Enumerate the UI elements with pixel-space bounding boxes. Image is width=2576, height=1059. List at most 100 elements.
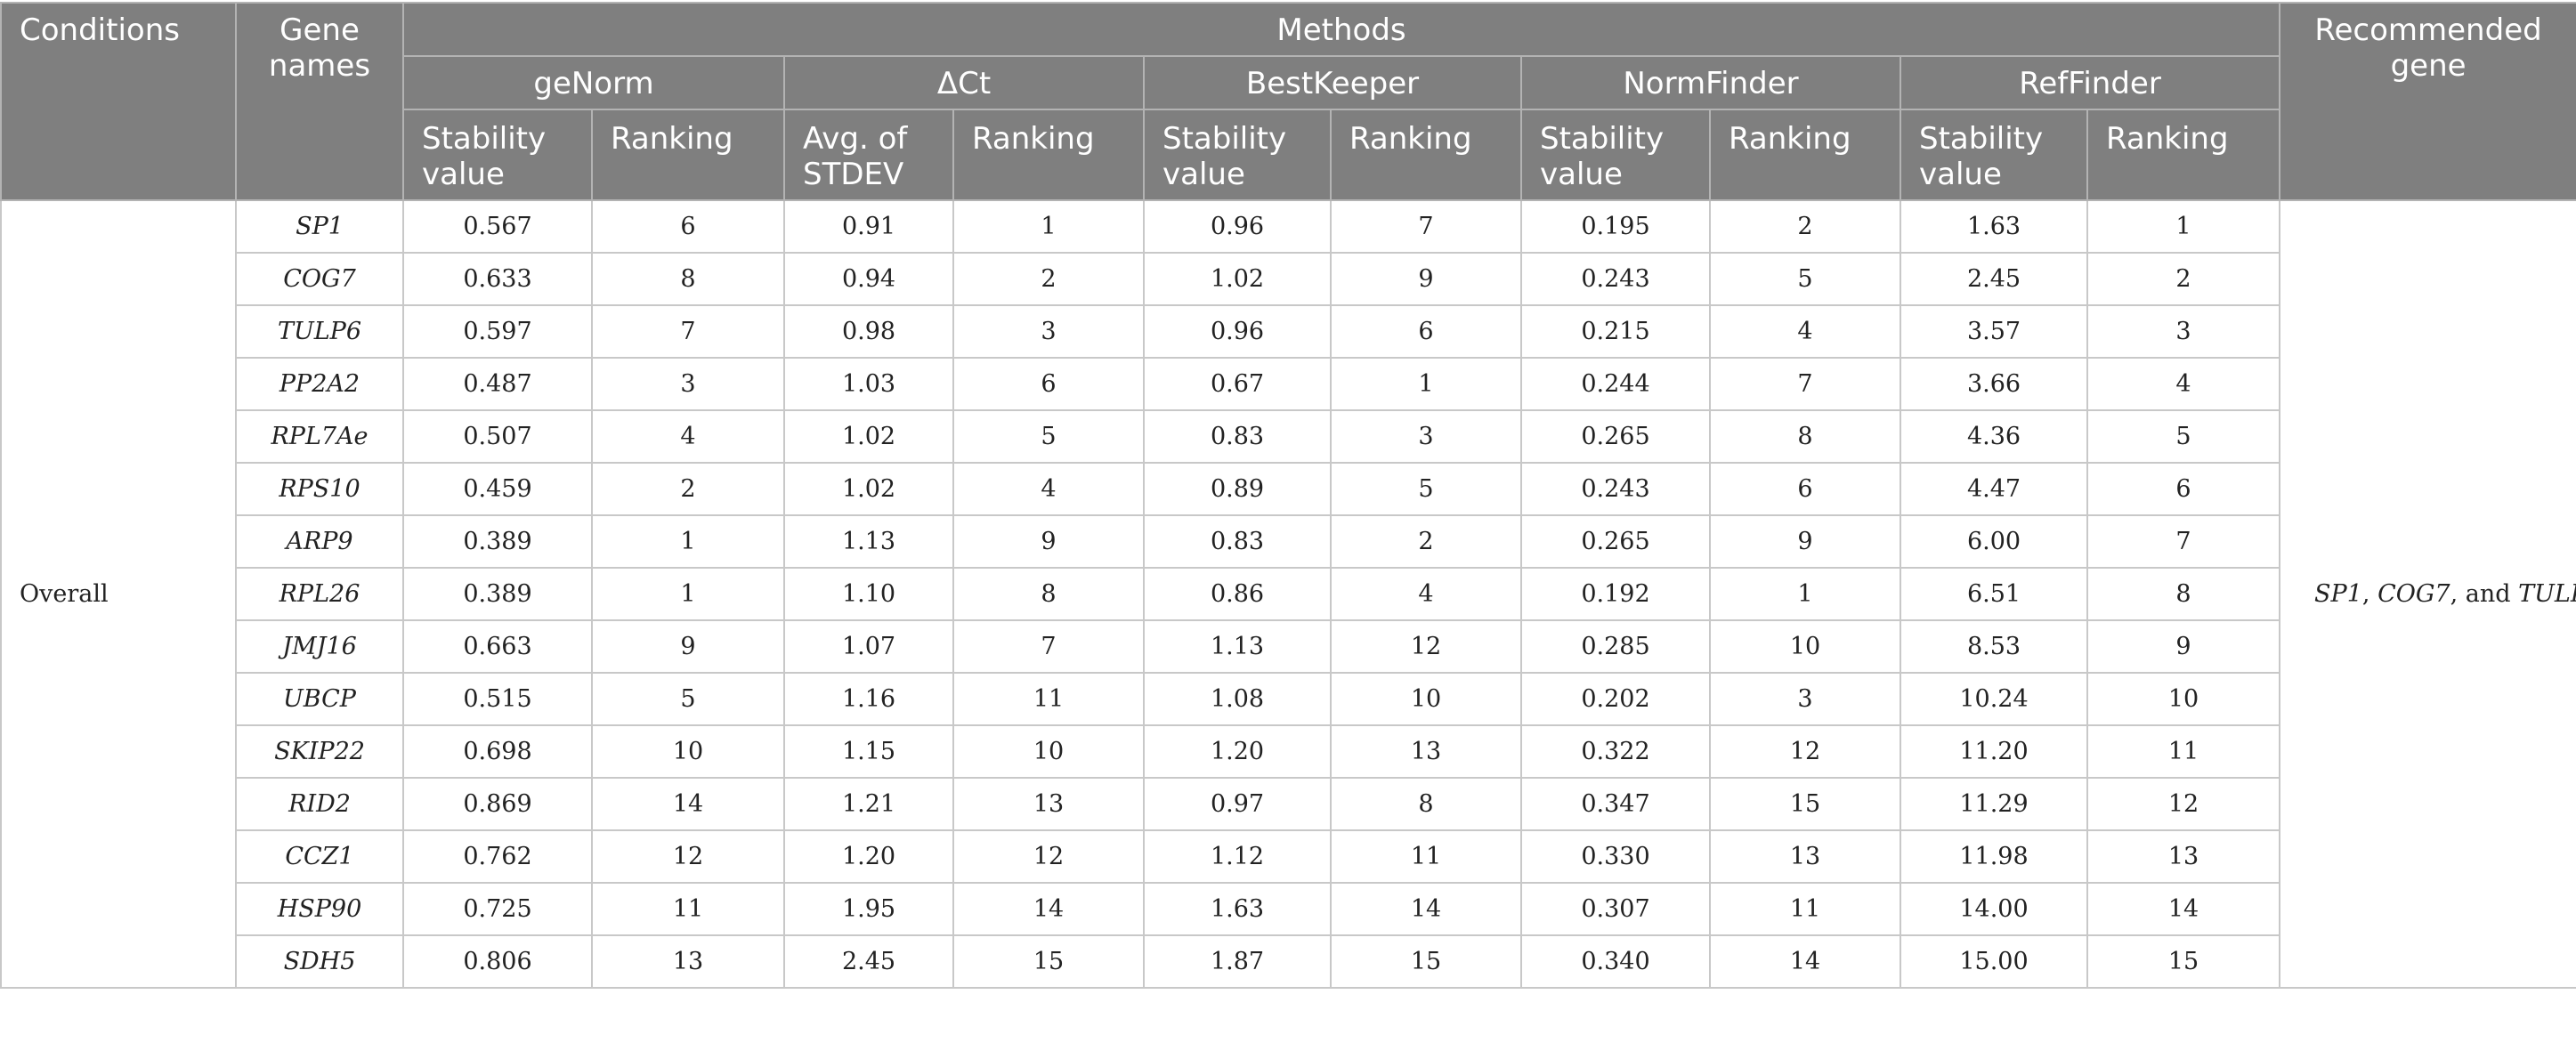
reffinder-ranking-cell: 1: [2086, 199, 2281, 254]
table-row: COG7 0.633 8 0.94 2 1.02 9 0.243 5 2.45 2: [1, 252, 2576, 306]
genorm-ranking-cell: 11: [591, 882, 785, 936]
table-header: Conditions Gene names Methods Recommende…: [0, 2, 2576, 201]
genorm-value-cell: 0.633: [402, 252, 593, 306]
gene-name-cell: HSP90: [235, 882, 404, 936]
gene-name-cell: JMJ16: [235, 619, 404, 674]
bestkeeper-ranking-cell: 12: [1330, 619, 1522, 674]
dct-ranking-cell: 10: [952, 724, 1145, 779]
normfinder-value-cell: 0.330: [1520, 829, 1711, 884]
normfinder-ranking-cell: 10: [1709, 619, 1901, 674]
bestkeeper-value-header: Stability value: [1143, 109, 1332, 201]
genorm-ranking-cell: 8: [591, 252, 785, 306]
normfinder-ranking-cell: 5: [1709, 252, 1901, 306]
dct-value-cell: 2.45: [783, 934, 954, 989]
dct-ranking-cell: 5: [952, 409, 1145, 464]
dct-value-cell: 1.16: [783, 672, 954, 726]
bestkeeper-ranking-cell: 6: [1330, 304, 1522, 359]
bestkeeper-value-cell: 1.08: [1143, 672, 1332, 726]
reffinder-value-cell: 6.51: [1900, 567, 2088, 621]
dct-value-cell: 1.03: [783, 357, 954, 411]
method-header-delta-ct: ΔCt: [783, 55, 1145, 110]
normfinder-value-cell: 0.307: [1520, 882, 1711, 936]
genorm-value-cell: 0.869: [402, 777, 593, 831]
reffinder-ranking-cell: 3: [2086, 304, 2281, 359]
genorm-value-cell: 0.663: [402, 619, 593, 674]
normfinder-value-cell: 0.195: [1520, 199, 1711, 254]
dct-ranking-cell: 2: [952, 252, 1145, 306]
normfinder-ranking-cell: 12: [1709, 724, 1901, 779]
gene-name-cell: RPL7Ae: [235, 409, 404, 464]
bestkeeper-value-cell: 0.89: [1143, 462, 1332, 516]
bestkeeper-ranking-cell: 4: [1330, 567, 1522, 621]
genorm-value-cell: 0.459: [402, 462, 593, 516]
reffinder-ranking-cell: 4: [2086, 357, 2281, 411]
normfinder-ranking-cell: 8: [1709, 409, 1901, 464]
reffinder-value-cell: 11.98: [1900, 829, 2088, 884]
gene-name-cell: TULP6: [235, 304, 404, 359]
bestkeeper-value-cell: 0.96: [1143, 304, 1332, 359]
recommended-gene-name: TULP6: [2518, 580, 2576, 608]
normfinder-ranking-cell: 11: [1709, 882, 1901, 936]
genorm-ranking-header: Ranking: [591, 109, 785, 201]
genorm-ranking-cell: 10: [591, 724, 785, 779]
normfinder-value-cell: 0.265: [1520, 514, 1711, 569]
method-header-bestkeeper: BestKeeper: [1143, 55, 1522, 110]
normfinder-ranking-cell: 9: [1709, 514, 1901, 569]
reffinder-ranking-cell: 12: [2086, 777, 2281, 831]
bestkeeper-ranking-cell: 7: [1330, 199, 1522, 254]
normfinder-ranking-cell: 2: [1709, 199, 1901, 254]
genorm-value-cell: 0.389: [402, 567, 593, 621]
reffinder-ranking-cell: 14: [2086, 882, 2281, 936]
genorm-value-cell: 0.515: [402, 672, 593, 726]
bestkeeper-ranking-cell: 11: [1330, 829, 1522, 884]
header-row-methods: Conditions Gene names Methods Recommende…: [0, 2, 2576, 201]
reffinder-value-cell: 3.66: [1900, 357, 2088, 411]
bestkeeper-ranking-header: Ranking: [1330, 109, 1522, 201]
normfinder-value-cell: 0.243: [1520, 252, 1711, 306]
reffinder-value-cell: 11.20: [1900, 724, 2088, 779]
normfinder-value-cell: 0.244: [1520, 357, 1711, 411]
reffinder-ranking-cell: 2: [2086, 252, 2281, 306]
table-row: RPL7Ae 0.507 4 1.02 5 0.83 3 0.265 8 4.36 5: [1, 409, 2576, 464]
dct-value-cell: 1.95: [783, 882, 954, 936]
dct-value-cell: 0.91: [783, 199, 954, 254]
bestkeeper-value-cell: 0.83: [1143, 409, 1332, 464]
normfinder-ranking-header: Ranking: [1709, 109, 1901, 201]
dct-value-cell: 1.20: [783, 829, 954, 884]
gene-name-cell: UBCP: [235, 672, 404, 726]
bestkeeper-ranking-cell: 8: [1330, 777, 1522, 831]
bestkeeper-ranking-cell: 9: [1330, 252, 1522, 306]
recommended-separator: , and: [2450, 580, 2519, 608]
dct-value-cell: 1.10: [783, 567, 954, 621]
reffinder-value-cell: 6.00: [1900, 514, 2088, 569]
reffinder-value-cell: 11.29: [1900, 777, 2088, 831]
table-row: RID2 0.869 14 1.21 13 0.97 8 0.347 15 11.29 12: [1, 777, 2576, 831]
method-header-normfinder: NormFinder: [1520, 55, 1901, 110]
bestkeeper-value-cell: 1.13: [1143, 619, 1332, 674]
gene-name-cell: RPS10: [235, 462, 404, 516]
bestkeeper-value-cell: 1.87: [1143, 934, 1332, 989]
genorm-value-cell: 0.762: [402, 829, 593, 884]
table-row: PP2A2 0.487 3 1.03 6 0.67 1 0.244 7 3.66 4: [1, 357, 2576, 411]
normfinder-value-cell: 0.347: [1520, 777, 1711, 831]
dct-value-cell: 0.94: [783, 252, 954, 306]
table-row: JMJ16 0.663 9 1.07 7 1.13 12 0.285 10 8.53 9: [1, 619, 2576, 674]
dct-value-cell: 1.07: [783, 619, 954, 674]
genorm-value-header: Stability value: [402, 109, 593, 201]
bestkeeper-ranking-cell: 14: [1330, 882, 1522, 936]
bestkeeper-ranking-cell: 1: [1330, 357, 1522, 411]
table-row: ARP9 0.389 1 1.13 9 0.83 2 0.265 9 6.00 7: [1, 514, 2576, 569]
genorm-ranking-cell: 12: [591, 829, 785, 884]
reffinder-value-cell: 4.47: [1900, 462, 2088, 516]
normfinder-value-cell: 0.340: [1520, 934, 1711, 989]
table-row: HSP90 0.725 11 1.95 14 1.63 14 0.307 11 14.00 14: [1, 882, 2576, 936]
bestkeeper-ranking-cell: 13: [1330, 724, 1522, 779]
method-header-reffinder: RefFinder: [1899, 55, 2281, 110]
reffinder-value-cell: 10.24: [1900, 672, 2088, 726]
normfinder-value-cell: 0.285: [1520, 619, 1711, 674]
reffinder-value-cell: 14.00: [1900, 882, 2088, 936]
genorm-ranking-cell: 5: [591, 672, 785, 726]
genorm-ranking-cell: 1: [591, 567, 785, 621]
methods-header: Methods: [401, 2, 2281, 57]
recommended-gene-cell: SP1, COG7, and TULP6: [2279, 199, 2576, 989]
